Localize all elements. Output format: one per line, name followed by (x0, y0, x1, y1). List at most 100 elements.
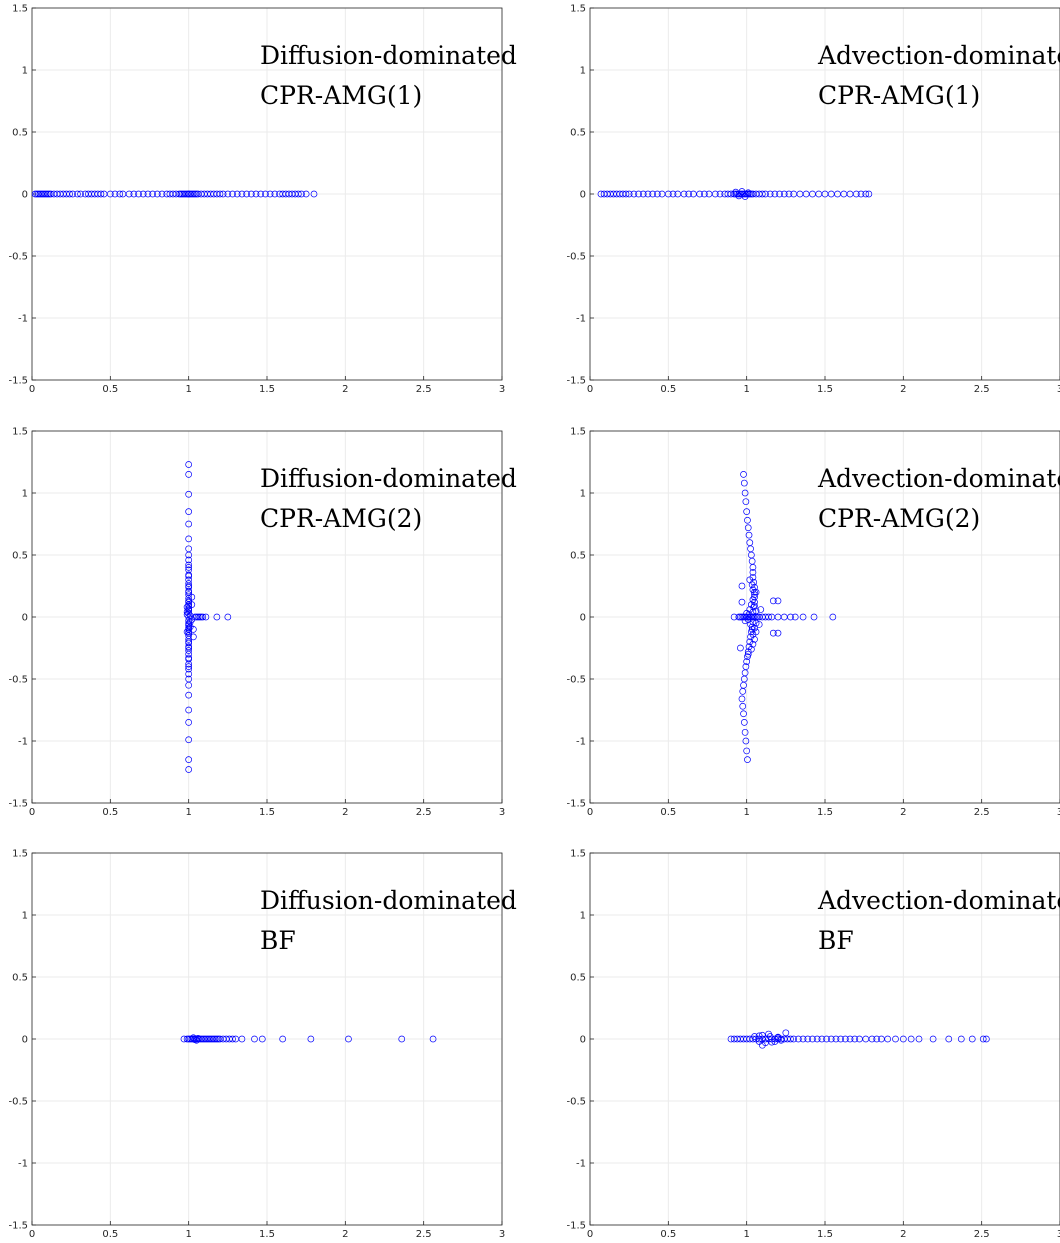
x-tick-label: 2.5 (416, 807, 432, 818)
x-tick-label: 0 (29, 807, 35, 818)
data-point (747, 633, 754, 641)
data-point (744, 516, 751, 524)
y-tick-label: 1.5 (570, 4, 586, 15)
data-point (635, 190, 642, 198)
panel-subtitle: CPR-AMG(1) (260, 81, 422, 110)
x-tick-label: 2 (900, 807, 906, 818)
data-point (762, 190, 769, 198)
data-point (739, 702, 747, 710)
data-point (106, 190, 114, 198)
y-tick-label: -1 (576, 1159, 586, 1170)
data-point (185, 490, 193, 498)
data-point (185, 520, 193, 528)
data-point (748, 190, 755, 198)
data-point (429, 1035, 437, 1043)
data-point (827, 1035, 835, 1043)
data-point (740, 471, 747, 478)
data-point (258, 1035, 266, 1043)
y-tick-label: -1.5 (566, 1221, 586, 1232)
x-tick-label: 2.5 (974, 384, 990, 395)
data-point (219, 190, 227, 198)
data-point (135, 190, 142, 198)
y-tick-label: -0.5 (8, 675, 28, 686)
data-point (929, 1035, 937, 1043)
y-tick-label: 1.5 (570, 849, 586, 860)
data-point (279, 1035, 287, 1043)
data-point (873, 1035, 881, 1043)
data-point (664, 190, 672, 198)
data-point (787, 1035, 794, 1043)
x-tick-label: 3 (1057, 384, 1060, 395)
data-point (125, 190, 133, 198)
y-tick-label: 0 (580, 613, 586, 624)
chart-panel-2: 0 0.5 1 1.5 2 2.5 3 -1.5 -1 -0.5 0 0.5 1 1.5 Advection… (566, 4, 1060, 395)
data-point (669, 190, 677, 198)
data-point (765, 613, 772, 621)
data-point (795, 1035, 802, 1043)
y-tick-label: -0.5 (8, 1097, 28, 1108)
data-point (743, 508, 751, 515)
data-point (224, 190, 232, 198)
data-point (852, 190, 860, 198)
panel-subtitle: CPR-AMG(2) (818, 504, 980, 533)
data-point (740, 710, 747, 718)
data-point (302, 190, 310, 198)
y-tick-label: 0 (580, 1035, 586, 1046)
y-tick-label: -1 (18, 737, 28, 748)
data-point (185, 629, 193, 637)
data-point (742, 498, 750, 506)
x-tick-label: 0 (29, 1229, 35, 1240)
x-tick-label: 2 (342, 384, 348, 395)
data-point (185, 564, 193, 571)
y-tick-label: -1 (576, 314, 586, 325)
data-point (77, 190, 84, 198)
data-point (915, 1035, 923, 1043)
y-tick-label: -1.5 (8, 376, 28, 387)
x-tick-label: 0.5 (102, 807, 118, 818)
data-point (754, 613, 761, 621)
data-point (185, 582, 193, 590)
data-point (211, 1035, 219, 1043)
data-point (730, 613, 738, 621)
data-point (755, 1032, 763, 1040)
y-tick-label: 1 (22, 911, 28, 922)
data-point (644, 190, 652, 198)
data-point (740, 479, 748, 487)
data-point (185, 766, 193, 773)
data-point (262, 190, 269, 198)
x-tick-label: 0.5 (660, 384, 676, 395)
data-point (185, 607, 193, 615)
y-tick-label: 1.5 (12, 849, 28, 860)
data-point (787, 613, 794, 621)
data-point (745, 643, 753, 651)
data-point (899, 1035, 907, 1043)
data-point (768, 1038, 776, 1046)
data-point (345, 1035, 352, 1043)
data-point (266, 190, 274, 198)
data-point (194, 1035, 202, 1042)
y-tick-label: 0 (22, 1035, 28, 1046)
data-point (711, 190, 719, 198)
chart-panel-3: 0 0.5 1 1.5 2 2.5 3 -1.5 -1 -0.5 0 0.5 1 1.5 Diffusion… (8, 427, 516, 819)
x-tick-label: 1 (185, 384, 191, 395)
data-point (298, 190, 305, 198)
x-tick-label: 2 (900, 384, 906, 395)
data-point (752, 628, 760, 636)
data-point (907, 1035, 915, 1043)
data-point (191, 1036, 199, 1043)
y-tick-label: 1.5 (12, 4, 28, 15)
data-point (188, 593, 196, 601)
data-point (751, 624, 758, 632)
data-point (809, 1035, 816, 1043)
x-tick-label: 3 (1057, 1229, 1060, 1240)
x-tick-label: 2.5 (416, 1229, 432, 1240)
data-point (744, 756, 751, 763)
data-point (257, 190, 265, 198)
data-point (751, 1033, 758, 1040)
data-point (790, 1035, 798, 1043)
data-point (799, 1035, 807, 1043)
x-tick-label: 2.5 (974, 1229, 990, 1240)
data-point (294, 190, 302, 198)
data-point (185, 561, 193, 569)
data-point (774, 597, 782, 605)
